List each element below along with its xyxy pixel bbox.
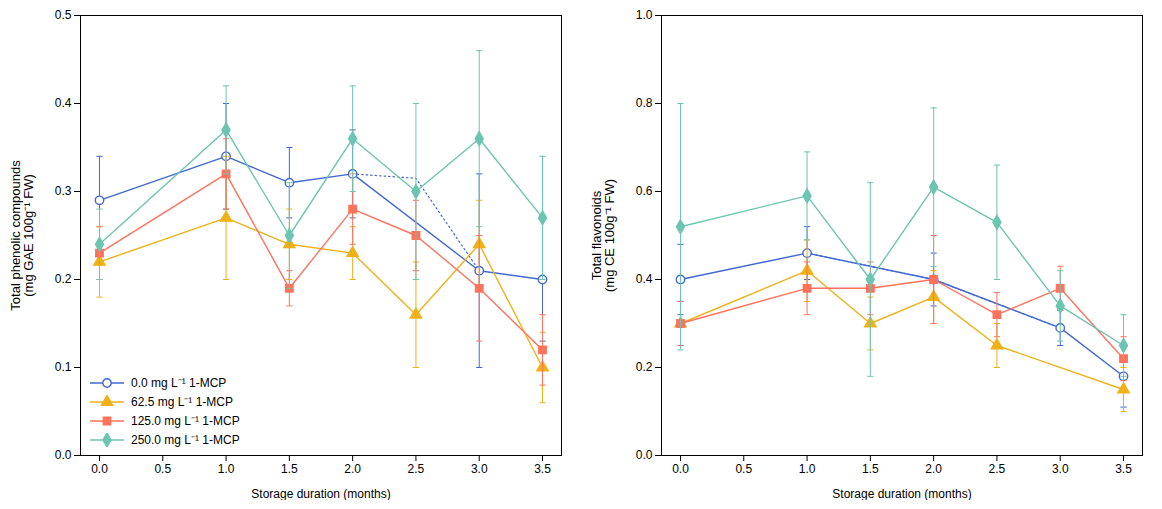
svg-text:1.5: 1.5 (281, 462, 298, 476)
svg-text:0.0: 0.0 (91, 462, 108, 476)
html-text:62.5 mg L⁻¹ 1-MCP: 62.5 mg L⁻¹ 1-MCP (131, 395, 233, 409)
svg-text:0.0: 0.0 (55, 448, 72, 462)
svg-text:3.0: 3.0 (471, 462, 488, 476)
svg-text:0.4: 0.4 (55, 96, 72, 110)
svg-text:2.0: 2.0 (925, 462, 942, 476)
svg-text:Total phenolic compounds(mg GA: Total phenolic compounds(mg GAE 100g⁻¹ F… (8, 160, 36, 311)
svg-text:0.6: 0.6 (636, 184, 653, 198)
svg-text:1.0: 1.0 (218, 462, 235, 476)
svg-text:0.3: 0.3 (55, 184, 72, 198)
svg-text:1.0: 1.0 (799, 462, 816, 476)
svg-text:0.5: 0.5 (154, 462, 171, 476)
svg-text:0.0: 0.0 (672, 462, 689, 476)
svg-text:Storage duration (months): Storage duration (months) (832, 487, 971, 501)
svg-text:0.5: 0.5 (735, 462, 752, 476)
html-text:0.0 mg L⁻¹ 1-MCP: 0.0 mg L⁻¹ 1-MCP (131, 376, 227, 390)
svg-text:Storage duration (months): Storage duration (months) (251, 487, 390, 501)
svg-text:0.2: 0.2 (55, 272, 72, 286)
svg-text:1.0: 1.0 (636, 8, 653, 22)
svg-text:3.0: 3.0 (1052, 462, 1069, 476)
svg-text:3.5: 3.5 (534, 462, 551, 476)
svg-text:2.0: 2.0 (344, 462, 361, 476)
svg-text:Total flavonoids(mg CE 100g⁻¹: Total flavonoids(mg CE 100g⁻¹ FW) (589, 179, 617, 292)
svg-text:0.5: 0.5 (55, 8, 72, 22)
svg-text:0.2: 0.2 (636, 360, 653, 374)
html-text:125.0 mg L⁻¹ 1-MCP: 125.0 mg L⁻¹ 1-MCP (131, 414, 240, 428)
svg-text:0.1: 0.1 (55, 360, 72, 374)
svg-text:2.5: 2.5 (989, 462, 1006, 476)
svg-text:1.5: 1.5 (862, 462, 879, 476)
svg-text:0.0: 0.0 (636, 448, 653, 462)
svg-text:0.4: 0.4 (636, 272, 653, 286)
svg-text:0.8: 0.8 (636, 96, 653, 110)
svg-text:2.5: 2.5 (408, 462, 425, 476)
html-text:250.0 mg L⁻¹ 1-MCP: 250.0 mg L⁻¹ 1-MCP (131, 433, 240, 447)
svg-text:3.5: 3.5 (1115, 462, 1132, 476)
